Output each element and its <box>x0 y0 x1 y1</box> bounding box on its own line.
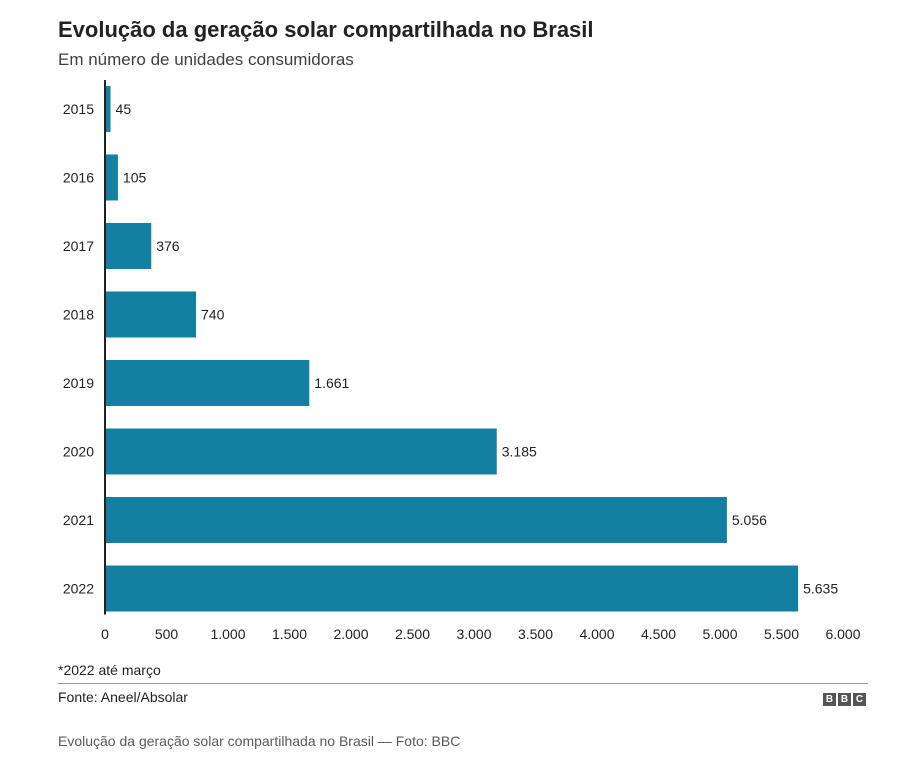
value-label: 5.056 <box>732 512 767 528</box>
x-tick-label: 1.500 <box>272 626 307 642</box>
bar-2019 <box>105 360 310 406</box>
bar-2016 <box>105 154 118 201</box>
bbc-logo: B B C <box>823 693 866 706</box>
value-label: 1.661 <box>314 375 349 391</box>
category-label: 2018 <box>63 307 94 323</box>
bar-2021 <box>105 497 727 543</box>
category-label: 2016 <box>63 170 94 186</box>
image-caption: Evolução da geração solar compartilhada … <box>58 733 461 749</box>
x-tick-label: 500 <box>155 626 179 642</box>
bar-2018 <box>105 291 197 338</box>
x-tick-label: 2.500 <box>395 626 430 642</box>
bar-chart: 2015 45 2016 105 2017 376 2018 740 2019 1.661 2020… <box>63 80 861 642</box>
value-label: 3.185 <box>502 444 537 460</box>
category-label: 2021 <box>63 512 94 528</box>
bar-2017 <box>105 223 152 269</box>
x-tick-label: 1.000 <box>210 626 245 642</box>
category-label: 2022 <box>63 581 94 597</box>
value-label: 45 <box>116 101 132 117</box>
bar-2020 <box>105 428 497 475</box>
x-tick-label: 5.500 <box>764 626 799 642</box>
chart-title: Evolução da geração solar compartilhada … <box>58 17 594 42</box>
bar-2015 <box>105 86 111 132</box>
value-label: 105 <box>123 170 147 186</box>
bbc-logo-letter: C <box>853 693 866 706</box>
category-label: 2015 <box>63 101 94 117</box>
bbc-logo-letter: B <box>838 693 851 706</box>
bar-2022 <box>105 565 799 612</box>
footer-divider <box>58 683 868 684</box>
x-tick-label: 3.500 <box>518 626 553 642</box>
category-label: 2017 <box>63 238 94 254</box>
chart-footnote: *2022 até março <box>58 662 161 678</box>
value-label: 376 <box>156 238 180 254</box>
x-tick-label: 2.000 <box>333 626 368 642</box>
category-label: 2020 <box>63 444 94 460</box>
x-tick-label: 5.000 <box>702 626 737 642</box>
value-label: 5.635 <box>803 581 838 597</box>
category-label: 2019 <box>63 375 94 391</box>
bbc-logo-letter: B <box>823 693 836 706</box>
chart-subtitle: Em número de unidades consumidoras <box>58 50 354 69</box>
chart-source: Fonte: Aneel/Absolar <box>58 689 188 705</box>
value-label: 740 <box>201 307 225 323</box>
x-tick-label: 4.000 <box>579 626 614 642</box>
x-tick-label: 4.500 <box>641 626 676 642</box>
x-tick-label: 3.000 <box>456 626 491 642</box>
x-tick-label: 6.000 <box>825 626 860 642</box>
x-tick-label: 0 <box>101 626 109 642</box>
